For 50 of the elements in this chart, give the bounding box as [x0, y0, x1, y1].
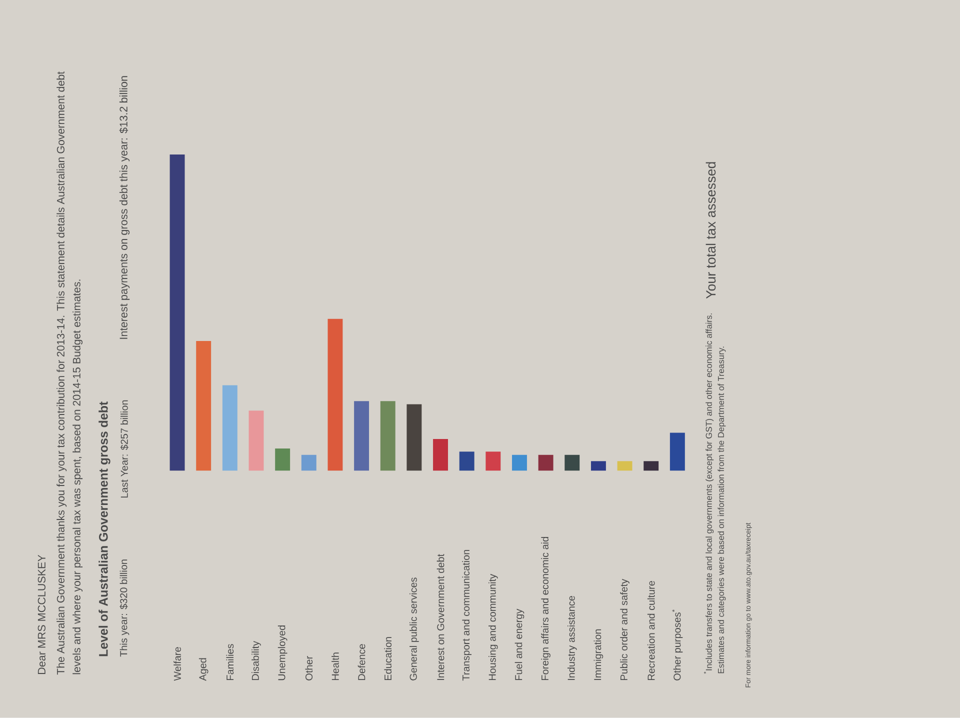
x-tick-label: Immigration [594, 629, 604, 680]
bar [564, 454, 580, 471]
bar [248, 410, 264, 471]
x-tick-label: Disability [252, 640, 261, 680]
x-tick-label: Industry assistance [567, 596, 577, 680]
bar [301, 454, 316, 471]
x-tick-label: Families [226, 644, 234, 680]
bar [433, 439, 448, 471]
bar [354, 401, 370, 471]
bar [644, 461, 659, 471]
x-tick-label: Unemployed [278, 626, 288, 680]
x-tick-label: Fuel and energy [514, 608, 524, 680]
bar [406, 404, 422, 471]
text: Level of Australian Government gross debt [98, 402, 110, 656]
bar [222, 385, 238, 471]
x-tick-label: Welfare [174, 647, 181, 681]
x-tick-label: Other purposes$^{*}$ [672, 610, 683, 680]
text: Estimates and categories were based on information from the Department of Treasury. [718, 346, 726, 674]
bar [538, 454, 554, 471]
x-tick-label: Public order and safety [620, 578, 630, 680]
text: Dear MRS MCCLUSKEY [38, 554, 46, 674]
text: This year: $320 billion [120, 560, 130, 657]
bar [617, 461, 632, 471]
bar [328, 318, 343, 471]
bar [590, 461, 606, 471]
bar [486, 452, 501, 471]
x-tick-label: Aged [198, 658, 208, 681]
x-tick-label: General public services [410, 578, 419, 680]
text: levels and where your personal tax was spent, based on 2014-15 Budget estimates. [72, 280, 83, 674]
bar [275, 448, 290, 471]
x-tick-label: Interest on Government debt [436, 554, 444, 680]
bar [670, 432, 685, 471]
bar [512, 454, 527, 471]
text: Your total tax assessed [706, 162, 716, 299]
text: $^{*}$Includes transfers to state and local governments (except for GST) and other economic affairs. [704, 314, 714, 674]
x-tick-label: Education [384, 637, 392, 680]
bar [459, 452, 474, 471]
bar [170, 154, 185, 471]
x-tick-label: Foreign affairs and economic aid [541, 537, 550, 680]
x-tick-label: Defence [358, 644, 366, 680]
text: The Australian Government thanks you for your tax contribution for 2013-14. This statement details Australian Government debt [56, 72, 67, 675]
text: Last Year: $257 billion [120, 400, 128, 498]
text: Interest payments on gross debt this year: $13.2 billion [119, 76, 130, 339]
x-tick-label: Housing and community [488, 574, 498, 680]
x-tick-label: Transport and communication [462, 550, 472, 681]
x-tick-label: Recreation and culture [647, 581, 655, 680]
x-tick-label: Health [332, 652, 339, 680]
x-tick-label: Other [305, 656, 313, 680]
bar [196, 341, 212, 471]
bar [380, 401, 396, 471]
